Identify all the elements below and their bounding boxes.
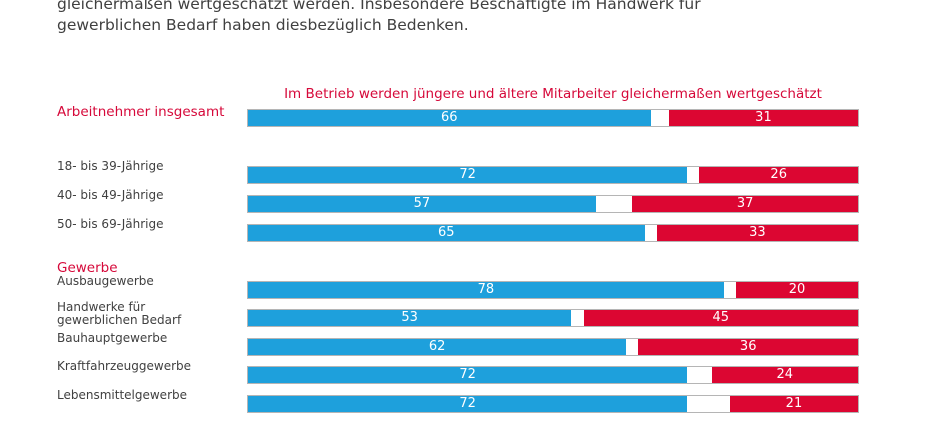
bar-segment-disagree: 24 — [711, 367, 858, 383]
bar-segment-agree: 53 — [248, 310, 572, 326]
bar-row: 62 36 — [247, 338, 859, 356]
bar-row: 72 24 — [247, 366, 859, 384]
bar-segment-disagree: 20 — [736, 282, 858, 298]
row-label: Handwerke für gewerblichen Bedarf — [57, 301, 181, 327]
row-label-line: Handwerke für — [57, 300, 146, 314]
chart-title: Im Betrieb werden jüngere und ältere Mit… — [284, 86, 822, 102]
row-label: Kraftfahrzeuggewerbe — [57, 359, 192, 373]
bar-row: 65 33 — [247, 224, 859, 242]
row-label: 40- bis 49-Jährige — [57, 188, 164, 202]
bar-segment-agree: 78 — [248, 282, 724, 298]
bar-segment-disagree: 31 — [668, 110, 858, 126]
bar-segment-disagree: 37 — [632, 196, 858, 212]
bar-segment-disagree: 33 — [656, 225, 858, 241]
row-label: Arbeitnehmer insgesamt — [57, 104, 225, 120]
bar-segment-disagree: 45 — [583, 310, 858, 326]
bar-segment-agree: 62 — [248, 339, 627, 355]
bar-segment-disagree: 36 — [638, 339, 858, 355]
bar-segment-disagree: 26 — [699, 167, 858, 183]
bar-row: 78 20 — [247, 281, 859, 299]
bar-row: 72 26 — [247, 166, 859, 184]
bar-segment-disagree: 21 — [729, 396, 858, 412]
bar-row: 72 21 — [247, 395, 859, 413]
intro-text: gleichermaßen wertgeschätzt werden. Insb… — [57, 0, 917, 36]
intro-line-2: gewerblichen Bedarf haben diesbezüglich … — [57, 16, 469, 34]
row-label-line: gewerblichen Bedarf — [57, 313, 182, 327]
row-label: 18- bis 39-Jährige — [57, 159, 164, 173]
row-label: Ausbaugewerbe — [57, 274, 154, 288]
bar-segment-agree: 72 — [248, 396, 688, 412]
group-label-2: Gewerbe — [57, 260, 118, 276]
bar-row: 66 31 — [247, 109, 859, 127]
bar-segment-agree: 66 — [248, 110, 651, 126]
bar-segment-agree: 65 — [248, 225, 645, 241]
bar-segment-agree: 57 — [248, 196, 596, 212]
intro-line-1: gleichermaßen wertgeschätzt werden. Insb… — [57, 0, 701, 13]
bar-segment-agree: 72 — [248, 367, 688, 383]
bar-row: 57 37 — [247, 195, 859, 213]
row-label: Bauhauptgewerbe — [57, 331, 168, 345]
row-label: 50- bis 69-Jährige — [57, 217, 164, 231]
row-label: Lebensmittelgewerbe — [57, 388, 187, 402]
bar-row: 53 45 — [247, 309, 859, 327]
bar-segment-agree: 72 — [248, 167, 688, 183]
